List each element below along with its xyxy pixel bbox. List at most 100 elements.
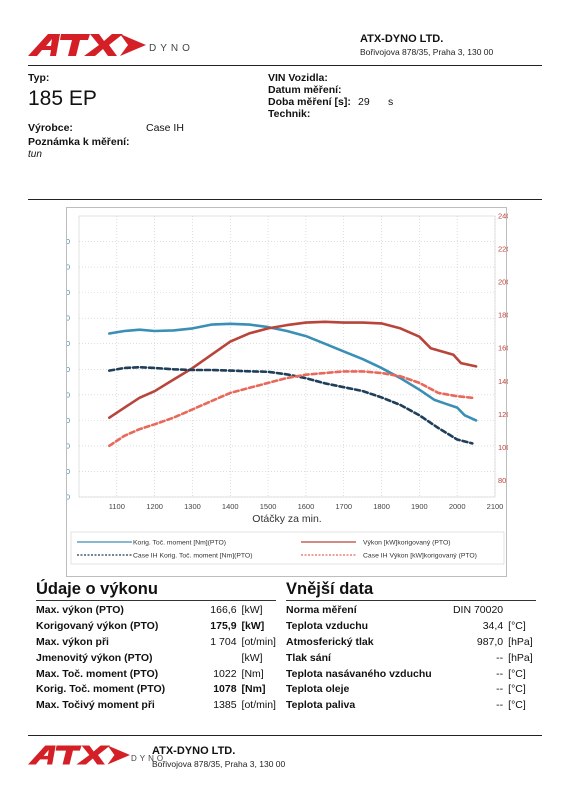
external-unit <box>506 602 536 618</box>
footer-atx-logo-mark <box>28 745 130 765</box>
legend-label: Case IH Výkon [kW]korigovaný (PTO) <box>363 553 477 560</box>
x-tick-label: 1600 <box>298 502 315 511</box>
x-tick-label: 1800 <box>373 502 390 511</box>
external-unit: [°C] <box>508 699 526 712</box>
external-row: Teplota vzduchu 34,4 [°C] <box>286 618 536 634</box>
footer-divider <box>28 735 542 736</box>
external-value: 987,0 <box>476 635 504 648</box>
footer-logo: DYNO <box>28 742 166 768</box>
external-value: -- <box>496 699 504 712</box>
y-left-tick-label: 800 <box>67 390 70 399</box>
series-case-ih-power-line <box>107 370 474 448</box>
y-left-tick-label: 700 <box>67 416 70 425</box>
y-left-tick-label: 1300 <box>67 263 70 272</box>
duration-value: 29 <box>358 96 370 108</box>
external-label: Atmosferický tlak <box>286 635 374 648</box>
note-label: Poznámka k měření: <box>28 136 130 148</box>
performance-value: 1078 <box>213 683 237 696</box>
footer-company: ATX-DYNO LTD. Bořivojova 878/35, Praha 3… <box>152 745 285 769</box>
duration-label: Doba měření [s]: <box>268 96 351 108</box>
external-value: -- <box>496 667 504 680</box>
external-unit: [°C] <box>508 683 526 696</box>
plot-area <box>78 215 496 498</box>
y-right-tick-label: 100 <box>498 443 508 452</box>
external-row: Teplota oleje -- [°C] <box>286 681 536 697</box>
dyno-chart: 1100 1200 1300 1400 1500 1600 1700 1800 1900 2000… <box>21 212 541 565</box>
performance-label: Max. výkon (PTO) <box>36 603 124 616</box>
performance-unit: [Nm] <box>241 667 264 680</box>
maker-value: Case IH <box>146 122 184 134</box>
company-address: Bořivojova 878/35, Praha 3, 130 00 <box>360 47 494 57</box>
performance-row: Korigovaný výkon (PTO) 175,9 [kW] <box>36 618 276 634</box>
performance-row: Korig. Toč. moment (PTO) 1078 [Nm] <box>36 681 276 697</box>
y-right-tick-label: 180 <box>498 311 508 320</box>
y-left-tick-label: 400 <box>67 493 70 502</box>
performance-value: 1385 <box>213 699 237 712</box>
legend-label: Výkon [kW]korigovaný (PTO) <box>363 540 451 547</box>
maker-label: Výrobce: <box>28 122 73 134</box>
technician-label: Technik: <box>268 108 311 120</box>
external-value: DIN 70020 <box>452 603 504 616</box>
performance-unit: [Nm] <box>241 683 266 696</box>
info-divider <box>28 199 542 200</box>
external-unit: [°C] <box>508 619 526 632</box>
company-name: ATX-DYNO LTD. <box>360 33 444 45</box>
y-right-tick-label: 140 <box>498 377 508 386</box>
x-tick-label: 1500 <box>260 502 277 511</box>
performance-value: 1022 <box>213 667 237 680</box>
external-label: Teplota nasávaného vzduchu <box>286 667 432 680</box>
external-label: Teplota vzduchu <box>286 619 369 632</box>
external-table: Norma měření DIN 70020 Teplota vzduchu 34,4… <box>286 602 536 713</box>
series-case-ih-torque-line <box>107 365 474 445</box>
y-left-tick-label: 500 <box>67 467 70 476</box>
x-tick-label: 1100 <box>109 502 125 511</box>
duration-unit: s <box>388 96 394 108</box>
external-rule <box>286 600 536 601</box>
atx-logo-mark <box>28 34 146 56</box>
performance-table: Max. výkon (PTO) 166,6 [kW] Korigovaný výko… <box>36 602 276 713</box>
header-divider <box>28 65 542 66</box>
y-right-tick-label: 220 <box>498 245 508 254</box>
date-label: Datum měření: <box>268 84 342 96</box>
external-label: Teplota oleje <box>286 683 350 696</box>
performance-row: Max. Toč. moment (PTO) 1022 [Nm] <box>36 666 276 682</box>
y-left-tick-label: 600 <box>67 441 70 450</box>
performance-row: Max. výkon (PTO) 166,6 [kW] <box>36 602 276 618</box>
footer-company-address: Bořivojova 878/35, Praha 3, 130 00 <box>152 759 286 769</box>
performance-label: Korig. Toč. moment (PTO) <box>36 683 166 696</box>
external-label: Teplota paliva <box>286 699 356 712</box>
external-title: Vnější data <box>286 580 374 598</box>
y-right-tick-label: 80 <box>498 476 506 485</box>
dyno-wordmark: DYNO <box>149 42 194 54</box>
x-tick-label: 1700 <box>335 502 352 511</box>
performance-unit: [kW] <box>241 603 263 616</box>
atx-dyno-logo: DYNO <box>28 30 194 60</box>
performance-value: 175,9 <box>210 619 237 632</box>
performance-title: Údaje o výkonu <box>36 580 158 598</box>
external-label: Tlak sání <box>286 651 331 664</box>
company-header: ATX-DYNO LTD. Bořivojova 878/35, Praha 3… <box>360 33 493 57</box>
performance-unit: [ot/min] <box>241 699 276 712</box>
y-left-tick-label: 1100 <box>67 314 70 323</box>
external-value: 34,4 <box>482 619 504 632</box>
performance-value: 1 704 <box>210 635 237 648</box>
y-left-tick-label: 900 <box>67 365 70 374</box>
performance-label: Max. výkon při <box>36 635 109 648</box>
performance-label: Max. Toč. moment (PTO) <box>36 667 159 680</box>
type-value: 185 EP <box>28 87 97 110</box>
legend-label: Korig. Toč. moment [Nm](PTO) <box>133 540 226 547</box>
performance-unit: [kW] <box>241 619 265 632</box>
x-tick-label: 1200 <box>146 502 163 511</box>
external-row: Teplota nasávaného vzduchu -- [°C] <box>286 666 536 682</box>
performance-row: Jmenovitý výkon (PTO) [kW] <box>36 650 276 666</box>
dyno-chart-frame: 1100 1200 1300 1400 1500 1600 1700 1800 1900 2000… <box>21 207 541 577</box>
performance-row: Max. Točivý moment při 1385 [ot/min] <box>36 697 276 713</box>
external-unit: [hPa] <box>508 651 533 664</box>
performance-label: Max. Točivý moment při <box>36 699 155 712</box>
external-unit: [hPa] <box>508 635 533 648</box>
note-value: tun <box>28 149 42 160</box>
external-label: Norma měření <box>286 603 357 616</box>
legend-label: Case IH Korig. Toč. moment [Nm](PTO) <box>133 553 252 560</box>
external-row: Tlak sání -- [hPa] <box>286 650 536 666</box>
